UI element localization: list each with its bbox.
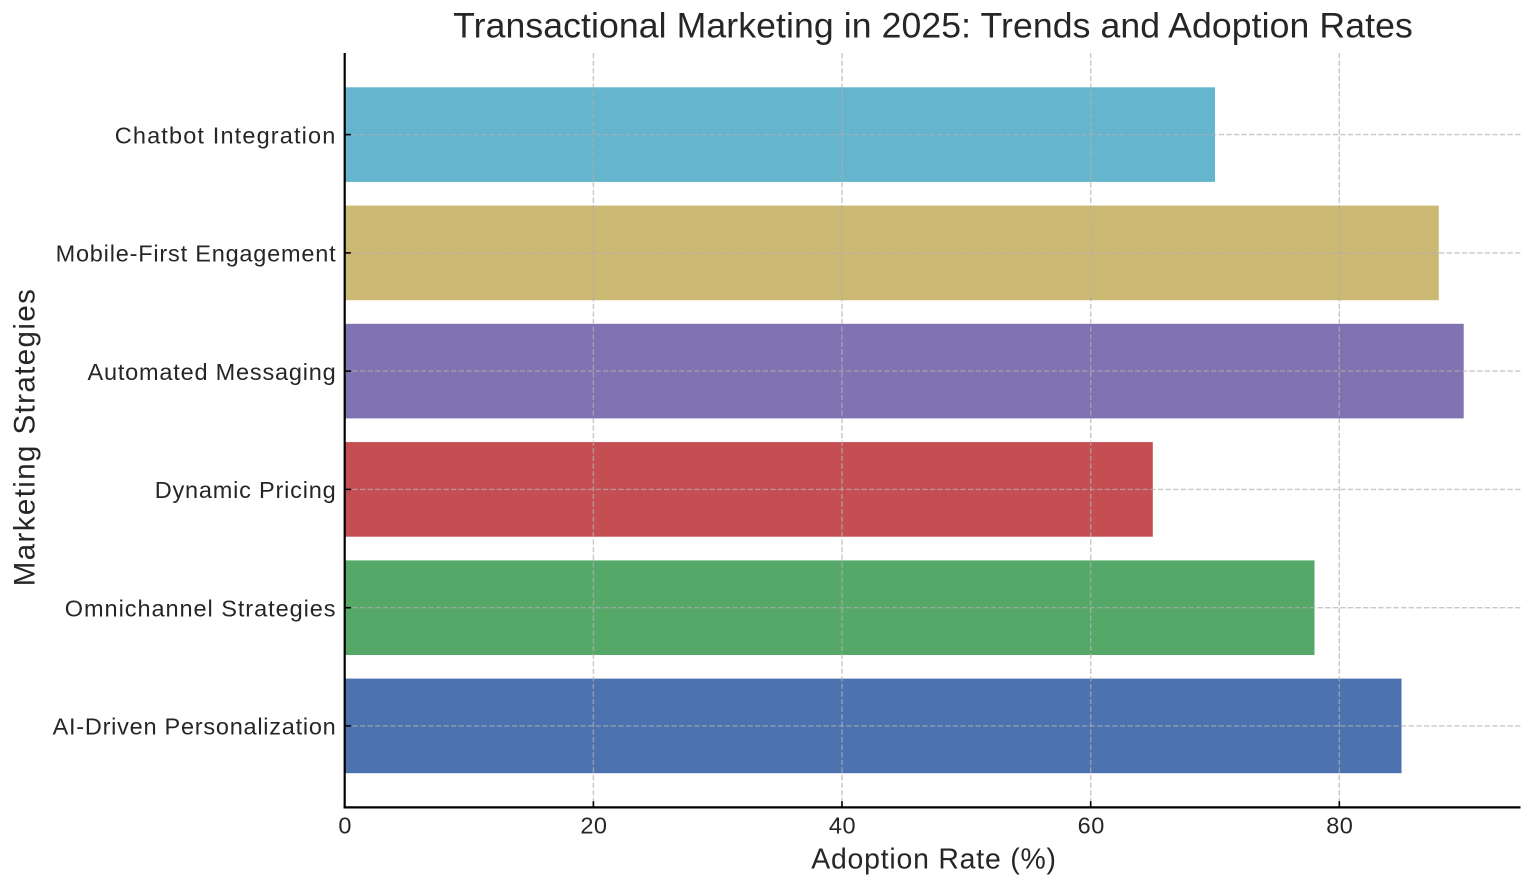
- svg-text:Mobile-First Engagement: Mobile-First Engagement: [56, 241, 337, 267]
- svg-text:AI-Driven Personalization: AI-Driven Personalization: [53, 714, 337, 740]
- svg-text:20: 20: [580, 813, 607, 839]
- svg-text:80: 80: [1326, 813, 1353, 839]
- svg-text:Adoption Rate (%): Adoption Rate (%): [811, 843, 1057, 875]
- svg-text:60: 60: [1078, 813, 1105, 839]
- svg-text:Transactional Marketing in 202: Transactional Marketing in 2025: Trends …: [453, 6, 1413, 46]
- svg-text:0: 0: [338, 813, 352, 839]
- svg-text:Omnichannel Strategies: Omnichannel Strategies: [65, 596, 337, 622]
- svg-text:Marketing Strategies: Marketing Strategies: [9, 288, 42, 587]
- svg-text:Automated Messaging: Automated Messaging: [87, 359, 336, 385]
- svg-text:40: 40: [829, 813, 856, 839]
- svg-text:Chatbot Integration: Chatbot Integration: [115, 122, 337, 148]
- svg-text:Dynamic Pricing: Dynamic Pricing: [155, 477, 337, 503]
